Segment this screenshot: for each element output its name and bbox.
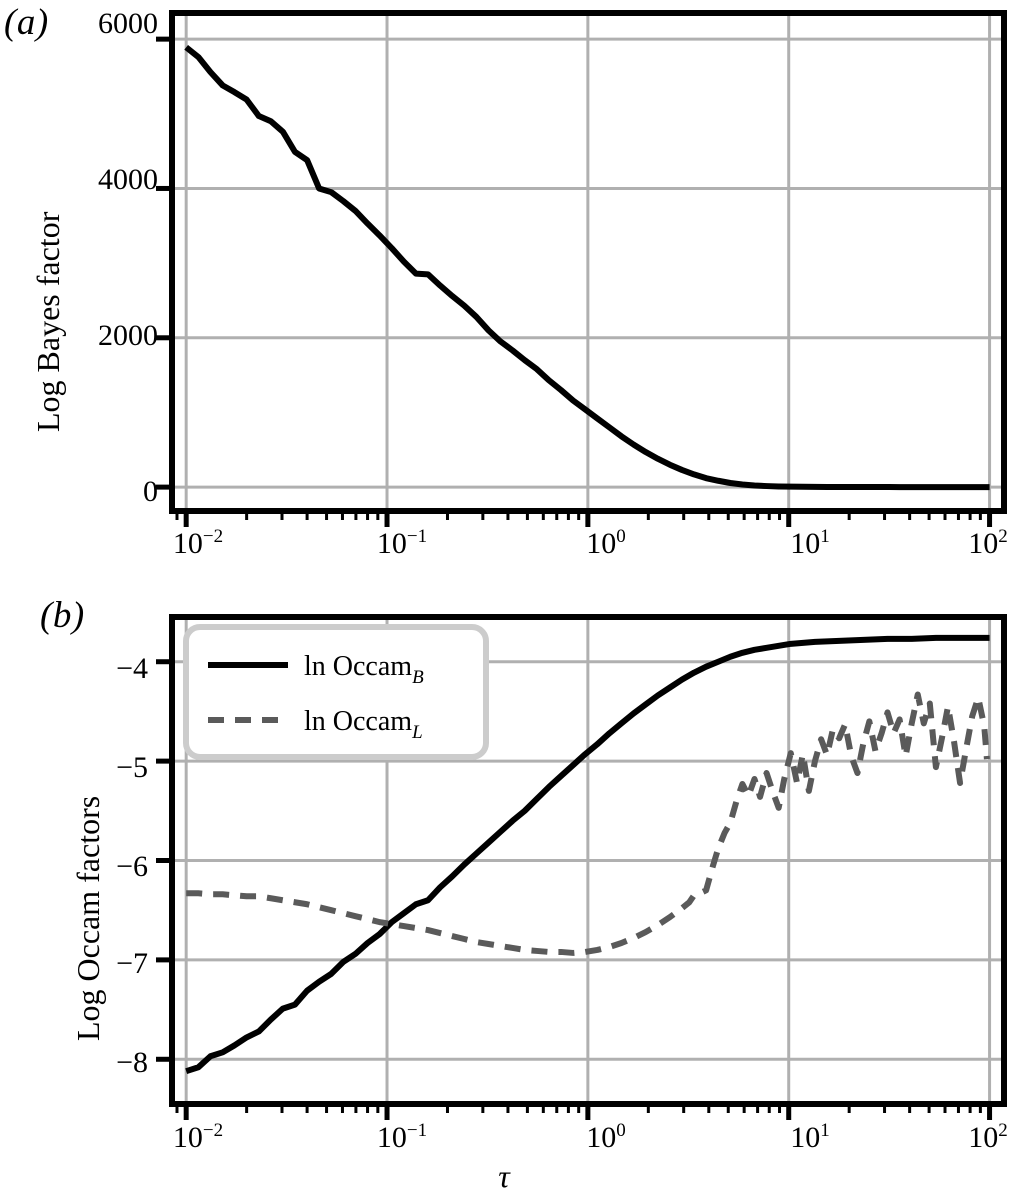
panel-a-xtick-1e-2: 10−2 [172,526,224,560]
panel-b-ytick-minus6: −6 [116,850,148,883]
panel-a-xtick-1e0: 100 [586,526,626,560]
legend-item-occam-b: ln OccamB [304,651,424,688]
panel-b-xtick-1e1: 101 [790,1120,830,1154]
panel-b-ytick-minus4: −4 [116,652,148,685]
panel-a-ytick-4000: 4000 [98,163,158,196]
panel-b-label: (b) [40,595,85,636]
panel-b-xlabel: τ [498,1158,510,1194]
legend-item-occam-l: ln OccamL [304,706,423,743]
panel-b-xtick-1e0: 100 [586,1120,626,1154]
panel-b-ytick-minus5: −5 [116,751,148,784]
panel-a-xtick-1e2: 102 [968,526,1008,560]
panel-a-ytick-2000: 2000 [98,319,158,352]
panel-b-ytick-minus8: −8 [116,1046,148,1079]
panel-a-ytick-0: 0 [143,475,158,508]
panel-a-xtick-1e1: 101 [790,526,830,560]
panel-a-ytick-6000: 6000 [98,7,158,40]
panel-b-xtick-1e-1: 10−1 [376,1120,428,1154]
panel-b-xtick-1e2: 102 [968,1120,1008,1154]
panel-b-ytick-minus7: −7 [116,947,148,980]
panel-b-xtick-1e-2: 10−2 [172,1120,224,1154]
panel-b-plot: ln OccamB ln OccamL [156,614,1007,1120]
panel-a-label: (a) [4,2,49,43]
panel-a-xtick-1e-1: 10−1 [376,526,428,560]
panel-a-plot [156,10,1007,527]
